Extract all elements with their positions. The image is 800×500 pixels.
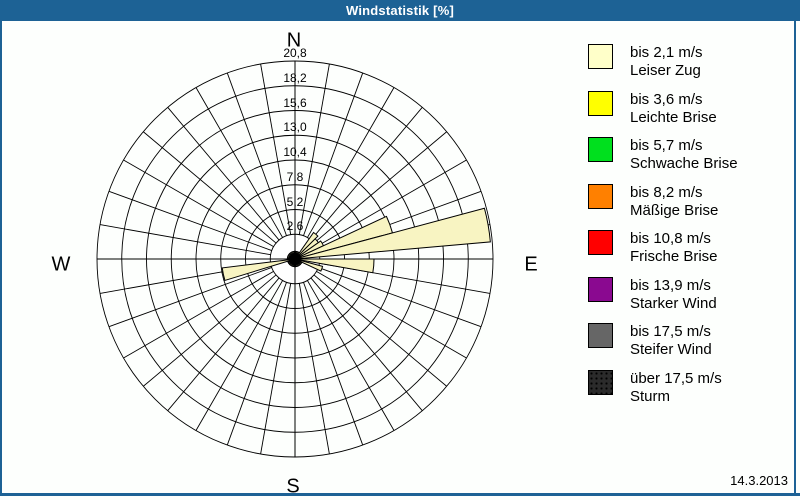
legend-color-swatch xyxy=(588,276,613,302)
grid-spoke xyxy=(306,87,395,238)
grid-spoke xyxy=(260,63,292,235)
grid-spoke xyxy=(303,282,364,446)
legend-name-text: Starker Wind xyxy=(630,294,717,312)
legend-speed-text: bis 13,9 m/s xyxy=(630,276,711,294)
legend-item: über 17,5 m/s Sturm xyxy=(588,369,788,417)
grid-spoke xyxy=(143,131,277,244)
grid-spoke xyxy=(99,224,271,256)
grid-spoke xyxy=(306,280,395,431)
grid-spoke xyxy=(195,280,284,431)
wind-petal xyxy=(294,207,491,260)
window-title: Windstatistik [%] xyxy=(345,3,454,18)
legend-name-text: Schwache Brise xyxy=(630,155,738,172)
legend-label: bis 3,6 m/s Leichte Brise xyxy=(630,91,717,127)
grid-spoke xyxy=(310,107,423,241)
grid-spoke xyxy=(226,72,287,236)
legend-item: bis 5,7 m/s Schwache Brise xyxy=(588,137,788,184)
compass-label-east: E xyxy=(524,253,538,276)
wind-petal xyxy=(294,258,324,272)
legend-speed-text: bis 2,1 m/s xyxy=(630,44,703,61)
grid-spoke xyxy=(108,190,272,251)
compass-label-south: S xyxy=(286,475,300,498)
window-border-left xyxy=(0,21,2,496)
legend-item: bis 17,5 m/s Steifer Wind xyxy=(588,323,788,370)
legend-name-text: Sturm xyxy=(630,387,671,405)
grid-spoke xyxy=(316,159,467,248)
legend-speed-text: bis 3,6 m/s xyxy=(630,90,703,108)
wind-petal xyxy=(294,231,319,260)
legend-label: bis 13,9 m/s Starker Wind xyxy=(630,277,717,313)
compass-label-west: W xyxy=(51,253,71,276)
grid-spoke xyxy=(123,159,274,248)
legend-label: bis 17,5 m/s Steifer Wind xyxy=(630,323,712,359)
legend-label: bis 5,7 m/s Schwache Brise xyxy=(630,137,738,173)
window-border-right xyxy=(794,21,796,496)
legend: bis 2,1 m/s Leiser Zug bis 3,6 m/s Leichte … xyxy=(588,44,788,416)
legend-color-swatch xyxy=(588,230,613,255)
ring-label: 18,2 xyxy=(283,70,307,85)
legend-color-swatch xyxy=(588,44,613,69)
grid-spoke xyxy=(298,63,330,235)
legend-color-swatch xyxy=(588,90,613,116)
legend-speed-text: bis 5,7 m/s xyxy=(630,137,703,154)
legend-item: bis 10,8 m/s Frische Brise xyxy=(588,230,788,277)
legend-speed-text: über 17,5 m/s xyxy=(630,369,722,387)
grid-spoke xyxy=(313,131,447,244)
legend-name-text: Leiser Zug xyxy=(630,62,701,79)
grid-spoke xyxy=(260,283,292,455)
legend-item: bis 8,2 m/s Mäßige Brise xyxy=(588,183,788,231)
compass-label-north: N xyxy=(286,29,302,52)
legend-color-swatch xyxy=(588,369,613,395)
legend-label: bis 10,8 m/s Frische Brise xyxy=(630,230,718,266)
ring-label: 15,6 xyxy=(283,95,307,110)
grid-spoke xyxy=(167,107,280,241)
legend-name-text: Mäßige Brise xyxy=(630,201,719,219)
legend-color-swatch xyxy=(588,183,613,209)
grid-spoke xyxy=(108,267,272,328)
grid-spoke xyxy=(303,72,364,236)
legend-name-text: Leichte Brise xyxy=(630,108,717,126)
legend-item: bis 2,1 m/s Leiser Zug xyxy=(588,44,788,91)
grid-spoke xyxy=(318,267,482,328)
ring-label: 5,2 xyxy=(286,194,304,209)
legend-color-swatch xyxy=(588,323,613,348)
legend-speed-text: bis 10,8 m/s xyxy=(630,230,711,247)
legend-label: über 17,5 m/s Sturm xyxy=(630,370,722,406)
grid-spoke xyxy=(316,270,467,359)
grid-spoke xyxy=(167,277,280,411)
grid-spoke xyxy=(298,283,330,455)
ring-label: 20,8 xyxy=(283,46,307,60)
legend-speed-text: bis 17,5 m/s xyxy=(630,323,711,340)
legend-name-text: Steifer Wind xyxy=(630,341,712,358)
legend-color-swatch xyxy=(588,137,613,162)
legend-label: bis 8,2 m/s Mäßige Brise xyxy=(630,184,718,220)
ring-label: 13,0 xyxy=(283,120,307,135)
ring-label: 10,4 xyxy=(283,145,307,159)
grid-spoke xyxy=(313,274,447,387)
legend-speed-text: bis 8,2 m/s xyxy=(630,183,703,201)
grid-spoke xyxy=(226,282,287,446)
ring-label: 7,8 xyxy=(286,169,304,184)
window-border-bottom xyxy=(0,493,800,496)
legend-item: bis 13,9 m/s Starker Wind xyxy=(588,276,788,324)
legend-label: bis 2,1 m/s Leiser Zug xyxy=(630,44,703,80)
grid-spoke xyxy=(195,87,284,238)
grid-spoke xyxy=(123,270,274,359)
grid-spoke xyxy=(143,274,277,387)
legend-item: bis 3,6 m/s Leichte Brise xyxy=(588,90,788,138)
legend-name-text: Frische Brise xyxy=(630,248,718,265)
grid-spoke xyxy=(310,277,423,411)
date-label: 14.3.2013 xyxy=(730,473,788,488)
wind-petal xyxy=(221,258,296,282)
ring-label: 2,6 xyxy=(286,219,304,234)
title-bar: Windstatistik [%] xyxy=(0,0,800,21)
